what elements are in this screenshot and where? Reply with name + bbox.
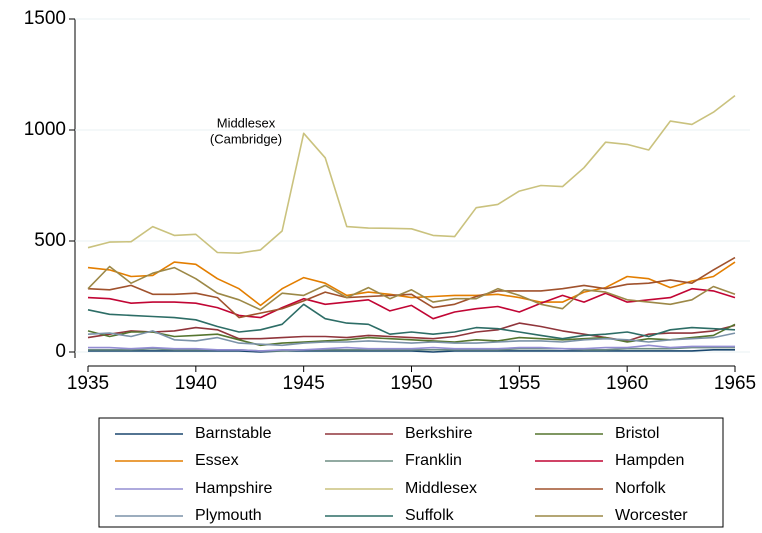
legend-label: Barnstable	[195, 425, 272, 442]
y-tick-label: 1000	[24, 119, 66, 140]
x-tick-label: 1935	[67, 373, 109, 394]
legend-label: Hampshire	[195, 480, 272, 497]
legend-box	[98, 417, 724, 528]
legend-label: Middlesex	[405, 480, 477, 497]
x-tick-label: 1945	[283, 373, 325, 394]
series-line	[88, 346, 735, 352]
legend-label: Bristol	[615, 425, 659, 442]
series-line	[87, 322, 736, 342]
x-tick-label: 1965	[714, 373, 756, 394]
series-line	[87, 330, 736, 347]
series-line	[87, 256, 736, 319]
legend-label: Norfolk	[615, 480, 667, 497]
legend-label: Hampden	[615, 452, 684, 469]
x-tick-label: 1960	[606, 373, 648, 394]
legend-label: Suffolk	[405, 507, 455, 524]
annotation: Middlesex	[217, 115, 276, 130]
series-line	[88, 344, 735, 352]
y-tick-label: 0	[55, 341, 66, 362]
x-tick-label: 1940	[175, 373, 217, 394]
series-line	[87, 265, 736, 311]
series-line	[87, 303, 736, 340]
series-line	[87, 287, 736, 320]
series-line	[88, 349, 735, 353]
annotation: (Cambridge)	[210, 131, 282, 146]
legend-label: Essex	[195, 452, 239, 469]
series-line	[87, 261, 736, 307]
legend-label: Worcester	[615, 507, 688, 524]
legend-label: Berkshire	[405, 425, 473, 442]
x-tick-label: 1955	[498, 373, 540, 394]
y-tick-label: 500	[34, 230, 66, 251]
x-tick-label: 1950	[390, 373, 432, 394]
legend-label: Franklin	[405, 452, 462, 469]
y-tick-label: 1500	[24, 8, 66, 29]
series-line	[87, 323, 736, 347]
series-line	[87, 94, 736, 254]
legend-label: Plymouth	[195, 507, 262, 524]
